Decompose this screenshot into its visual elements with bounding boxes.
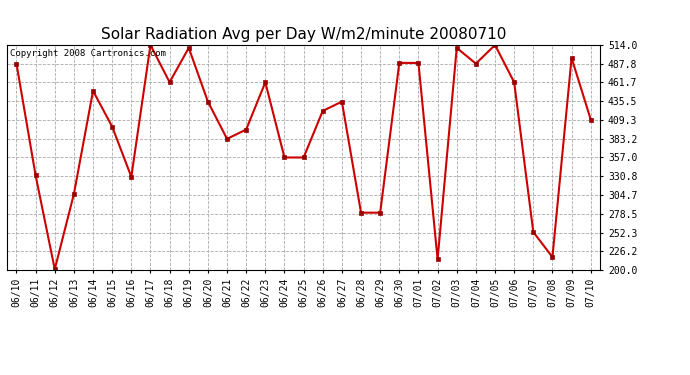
Title: Solar Radiation Avg per Day W/m2/minute 20080710: Solar Radiation Avg per Day W/m2/minute … (101, 27, 506, 42)
Text: Copyright 2008 Cartronics.com: Copyright 2008 Cartronics.com (10, 50, 166, 58)
